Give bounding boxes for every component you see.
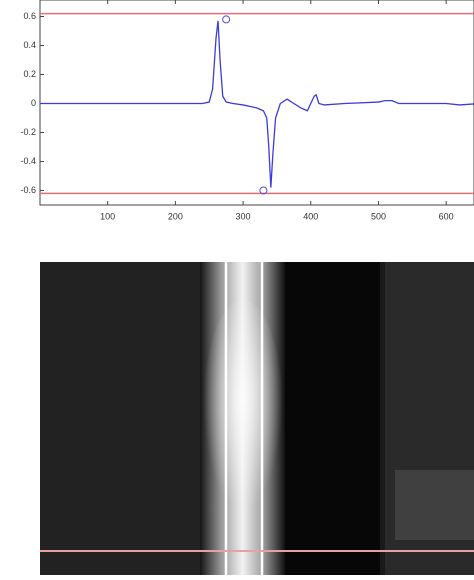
signal-line bbox=[40, 20, 474, 188]
y-tick-label: 0.6 bbox=[23, 11, 36, 21]
plot-area bbox=[39, 0, 474, 206]
y-tick-label: 0.4 bbox=[23, 40, 36, 50]
x-tick-label: 300 bbox=[236, 211, 251, 221]
x-tick-label: 500 bbox=[371, 211, 386, 221]
y-tick-label: 0 bbox=[31, 98, 36, 108]
x-tick-label: 400 bbox=[303, 211, 318, 221]
x-tick-label: 100 bbox=[100, 211, 115, 221]
image-region bbox=[395, 470, 474, 540]
y-tick-label: -0.6 bbox=[20, 185, 36, 195]
image-region bbox=[280, 262, 380, 575]
y-tick-label: 0.2 bbox=[23, 69, 36, 79]
y-tick-label: -0.2 bbox=[20, 127, 36, 137]
x-tick-label: 200 bbox=[168, 211, 183, 221]
x-tick-label: 600 bbox=[439, 211, 454, 221]
peak-marker bbox=[222, 15, 231, 24]
glow bbox=[203, 300, 283, 520]
camera-image bbox=[40, 262, 474, 575]
y-tick-label: -0.4 bbox=[20, 156, 36, 166]
plot: 0.6 0.4 0.2 0 -0.2 -0.4 -0.6 100 200 300 400 500 600 bbox=[20, 0, 474, 221]
image-region bbox=[40, 262, 200, 575]
peak-marker bbox=[259, 186, 268, 195]
